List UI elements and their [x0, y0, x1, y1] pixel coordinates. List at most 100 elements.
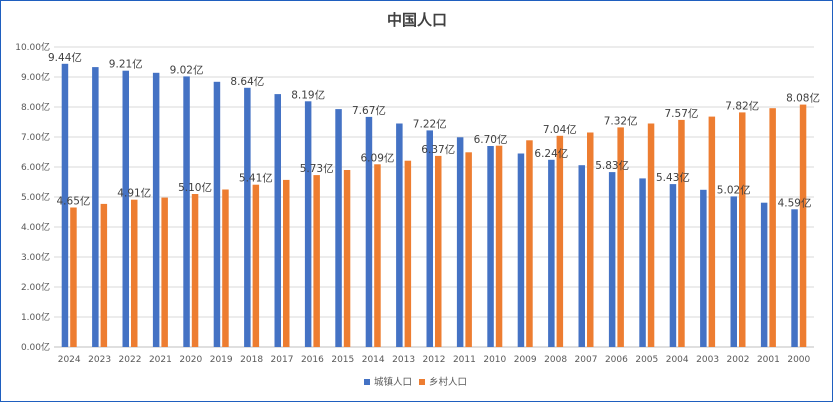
- data-label-rural: 7.57亿: [665, 107, 699, 120]
- x-tick-label: 2007: [575, 355, 598, 365]
- y-tick-label: 6.00亿: [21, 161, 50, 173]
- data-label-urban: 5.02亿: [717, 183, 751, 196]
- x-tick-label: 2019: [210, 355, 233, 365]
- data-label-urban: 8.19亿: [291, 88, 325, 101]
- bar-urban: [304, 101, 312, 347]
- bar-rural: [404, 160, 412, 347]
- data-label-rural: 8.08亿: [786, 92, 820, 105]
- x-tick-label: 2022: [119, 355, 142, 365]
- bar-rural: [799, 104, 807, 347]
- data-label-urban: 5.83亿: [595, 159, 629, 172]
- bar-rural: [252, 184, 260, 347]
- legend-label-urban: 城镇人口: [374, 376, 412, 388]
- data-label-urban: 7.22亿: [413, 117, 447, 130]
- data-label-urban: 6.70亿: [474, 133, 508, 146]
- data-labels: 9.44亿 4.65亿 9.21亿 4.91亿 9.02亿 5.10亿 8.64亿 5.41亿…: [48, 51, 820, 210]
- y-tick-label: 9.00亿: [21, 71, 50, 83]
- bar-rural: [100, 203, 108, 347]
- bar-rural: [678, 119, 685, 348]
- bar-urban: [487, 146, 494, 347]
- data-label-rural: 7.04亿: [543, 123, 577, 136]
- bar-urban: [213, 81, 221, 348]
- bar-urban: [335, 109, 342, 347]
- data-label-urban: 9.21亿: [109, 58, 143, 71]
- bar-rural: [647, 123, 655, 347]
- bar-rural: [495, 145, 503, 347]
- x-tick-label: 2008: [544, 355, 567, 365]
- legend-label-rural: 乡村人口: [429, 376, 467, 388]
- bar-urban: [183, 76, 190, 348]
- data-label-urban: 7.67亿: [352, 104, 386, 117]
- bar-urban: [517, 153, 525, 347]
- gridlines: [54, 46, 814, 348]
- x-tick-label: 2001: [757, 355, 780, 365]
- x-tick-label: 2011: [453, 355, 476, 365]
- data-label-rural: 4.65亿: [57, 195, 91, 208]
- data-label-urban: 6.24亿: [534, 147, 568, 160]
- bar-urban: [700, 189, 707, 347]
- y-tick-label: 1.00亿: [21, 311, 50, 323]
- bar-rural: [343, 170, 351, 347]
- bar-urban: [61, 63, 69, 348]
- x-tick-label: 2010: [483, 355, 506, 365]
- data-label-rural: 5.41亿: [239, 172, 273, 185]
- data-label-urban: 8.64亿: [230, 75, 264, 88]
- y-tick-label: 10.00亿: [15, 41, 50, 53]
- bar-urban: [274, 94, 281, 347]
- x-tick-label: 2000: [787, 355, 810, 365]
- bar-rural: [708, 116, 716, 347]
- bar-urban: [122, 70, 129, 347]
- x-tick-label: 2004: [666, 355, 689, 365]
- x-tick-label: 2006: [605, 355, 628, 365]
- x-tick-label: 2002: [727, 355, 750, 365]
- y-tick-label: 4.00亿: [21, 221, 50, 233]
- y-tick-label: 0.00亿: [21, 341, 50, 353]
- x-tick-label: 2018: [240, 355, 263, 365]
- data-label-urban: 4.59亿: [778, 196, 812, 209]
- x-tick-label: 2024: [58, 355, 81, 365]
- y-tick-label: 3.00亿: [21, 251, 50, 263]
- bar-urban: [760, 202, 768, 347]
- y-axis-ticks: 0.00亿 1.00亿 2.00亿 3.00亿 4.00亿 5.00亿 6.00亿 7.00亿…: [15, 41, 50, 353]
- y-tick-label: 7.00亿: [21, 131, 50, 143]
- x-tick-label: 2013: [392, 355, 415, 365]
- x-tick-label: 2014: [362, 355, 385, 365]
- x-tick-label: 2017: [271, 355, 294, 365]
- bar-rural: [313, 175, 320, 347]
- bar-urban: [608, 172, 616, 347]
- bar-urban: [669, 184, 677, 347]
- chart-title: 中国人口: [387, 11, 447, 29]
- data-label-urban: 5.43亿: [656, 171, 690, 184]
- bar-urban: [396, 123, 403, 347]
- bar-urban: [244, 87, 251, 348]
- bar-rural: [465, 152, 472, 347]
- bar-urban: [639, 178, 646, 347]
- data-label-urban: 9.02亿: [170, 63, 204, 76]
- x-tick-label: 2009: [514, 355, 537, 365]
- bar-rural: [526, 140, 533, 347]
- x-axis-ticks: 2024 2023 2022 2021 2020 2019 2018 2017 2016 2015…: [58, 355, 811, 365]
- bar-rural: [769, 108, 776, 347]
- bar-urban: [456, 137, 464, 347]
- data-label-rural: 7.32亿: [604, 114, 638, 127]
- bar-urban: [92, 67, 99, 347]
- x-tick-label: 2003: [696, 355, 719, 365]
- x-tick-label: 2005: [635, 355, 658, 365]
- bar-rural: [283, 179, 290, 347]
- legend: 城镇人口 乡村人口: [364, 376, 467, 388]
- bar-rural: [617, 127, 624, 348]
- bar-rural: [435, 155, 442, 347]
- bars: [61, 63, 807, 348]
- bar-rural: [161, 197, 168, 347]
- bar-urban: [578, 165, 585, 347]
- bar-urban: [791, 209, 798, 347]
- x-tick-label: 2023: [88, 355, 111, 365]
- bar-rural: [556, 135, 564, 347]
- bar-rural: [191, 194, 199, 347]
- bar-rural: [131, 199, 138, 347]
- x-tick-label: 2016: [301, 355, 324, 365]
- x-tick-label: 2021: [149, 355, 172, 365]
- legend-swatch-urban: [364, 379, 370, 385]
